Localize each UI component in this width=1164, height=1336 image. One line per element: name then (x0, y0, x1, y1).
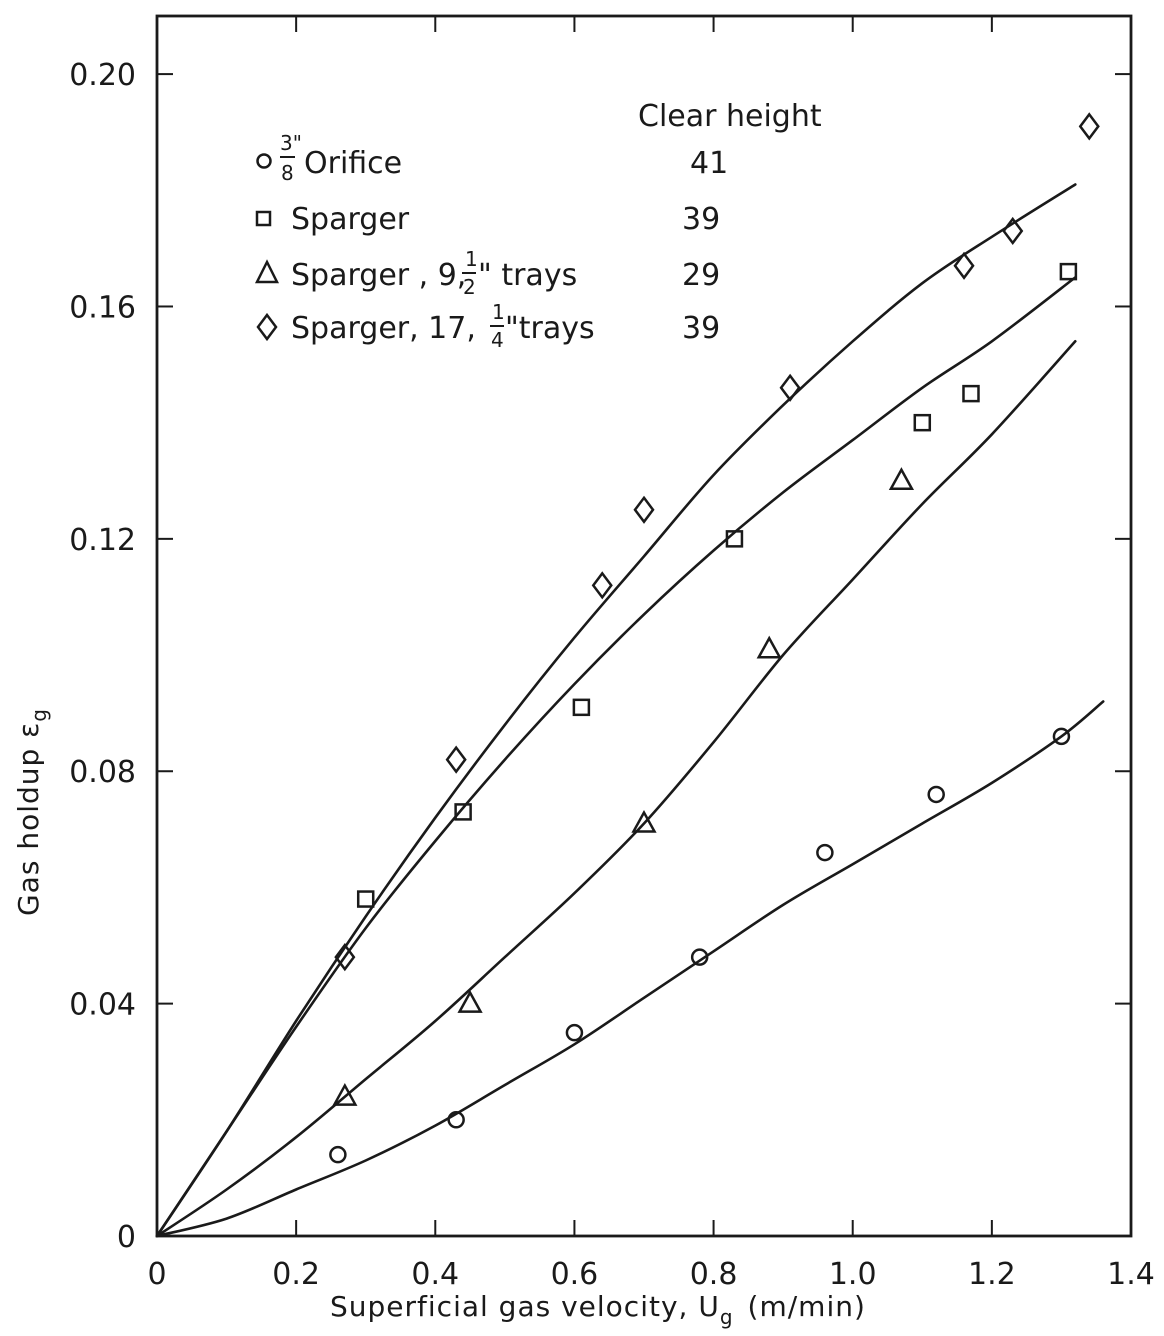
legend-label-2: Sparger (291, 202, 410, 237)
data-point-diamond (1002, 216, 1024, 246)
axis-tick-labels: 0 0.2 0.4 0.6 0.8 1.0 1.2 1.4 0 0.04 0.08 0.12 0.16 0… (69, 58, 1155, 1292)
legend-label-3: Sparger , 9, (291, 258, 466, 293)
data-point-square (1059, 262, 1078, 281)
legend-fraction-denominator-1: 8 (281, 161, 294, 185)
x-axis-title-main: Superficial gas velocity, U (330, 1290, 720, 1323)
plot-frame (155, 14, 1133, 1238)
legend-value-3: 29 (682, 258, 720, 293)
data-markers (329, 112, 1100, 1164)
x-axis-title-subscript: g (720, 1305, 734, 1329)
legend-fraction-numerator-4: 1 (492, 300, 505, 324)
data-point-square (454, 803, 472, 821)
legend-label-suffix-4: "trays (505, 311, 595, 346)
legend-marker-diamond (256, 312, 278, 342)
y-axis-title-main: Gas holdup ε (12, 722, 45, 916)
legend-value-1: 41 (690, 146, 728, 181)
axis-ticks (156, 16, 1132, 1237)
x-tick-label: 0.6 (551, 1257, 599, 1292)
y-tick-label: 0.20 (69, 58, 136, 93)
data-point-square (725, 530, 744, 548)
x-tick-label: 0.8 (690, 1257, 738, 1292)
fit-curve-circle (155, 700, 1105, 1238)
y-axis-title: Gas holdup εg (12, 708, 51, 916)
data-point-square (962, 384, 980, 403)
x-axis-title: Superficial gas velocity, Ug (m/min) (330, 1290, 866, 1329)
data-point-square (356, 890, 375, 908)
x-tick-label: 0.2 (272, 1257, 320, 1292)
y-tick-label: 0.16 (69, 290, 136, 325)
legend-marker-circle (256, 153, 272, 169)
legend-header: Clear height (638, 99, 822, 134)
data-point-diamond (633, 495, 655, 524)
data-point-circle (816, 843, 834, 862)
legend-marker-triangle (254, 259, 280, 284)
x-tick-label: 1.0 (829, 1257, 877, 1292)
data-point-square (913, 413, 932, 432)
data-point-circle (690, 948, 709, 966)
x-tick-label: 0 (147, 1257, 166, 1292)
y-tick-label: 0 (117, 1220, 136, 1255)
data-point-diamond (334, 943, 356, 972)
legend: Clear height 3" 8 Orifice 41 Sparger 39 … (254, 99, 822, 352)
data-point-square (572, 698, 591, 717)
data-point-circle (927, 785, 945, 804)
fit-curve-triangle (155, 340, 1077, 1238)
data-point-diamond (953, 251, 975, 280)
legend-fraction-denominator-3: 2 (463, 275, 476, 299)
data-point-triangle (332, 1082, 358, 1106)
legend-value-4: 39 (682, 311, 720, 346)
data-point-triangle (756, 635, 782, 659)
legend-value-2: 39 (682, 202, 720, 237)
data-point-circle (565, 1023, 584, 1042)
data-point-triangle (888, 467, 915, 491)
x-tick-label: 0.4 (411, 1257, 459, 1292)
x-tick-label: 1.2 (968, 1257, 1016, 1292)
y-tick-label: 0.04 (69, 988, 136, 1023)
legend-marker-square (255, 210, 272, 227)
y-axis-title-subscript: g (27, 708, 51, 722)
fit-curve-square (155, 276, 1077, 1238)
fit-curves (155, 183, 1105, 1238)
data-point-triangle (457, 990, 483, 1013)
x-axis-title-units: (m/min) (748, 1290, 866, 1323)
legend-fraction-numerator-3: 1 (465, 247, 478, 271)
legend-label-1: Orifice (304, 146, 402, 181)
data-point-circle (1052, 727, 1071, 746)
data-point-circle (447, 1111, 465, 1129)
data-point-triangle (631, 809, 657, 833)
data-point-diamond (779, 373, 801, 402)
legend-label-4: Sparger, 17, (291, 311, 476, 346)
legend-label-suffix-3: " trays (478, 258, 577, 293)
data-point-circle (329, 1145, 347, 1164)
data-point-diamond (591, 571, 613, 600)
legend-fraction-denominator-4: 4 (491, 328, 504, 352)
y-tick-label: 0.08 (69, 755, 136, 790)
y-tick-label: 0.12 (69, 523, 136, 558)
data-point-diamond (1078, 112, 1100, 141)
fit-curve-diamond (155, 183, 1077, 1238)
data-point-diamond (445, 745, 467, 774)
x-tick-label: 1.4 (1107, 1257, 1155, 1292)
legend-fraction-numerator-1: 3" (280, 131, 302, 155)
